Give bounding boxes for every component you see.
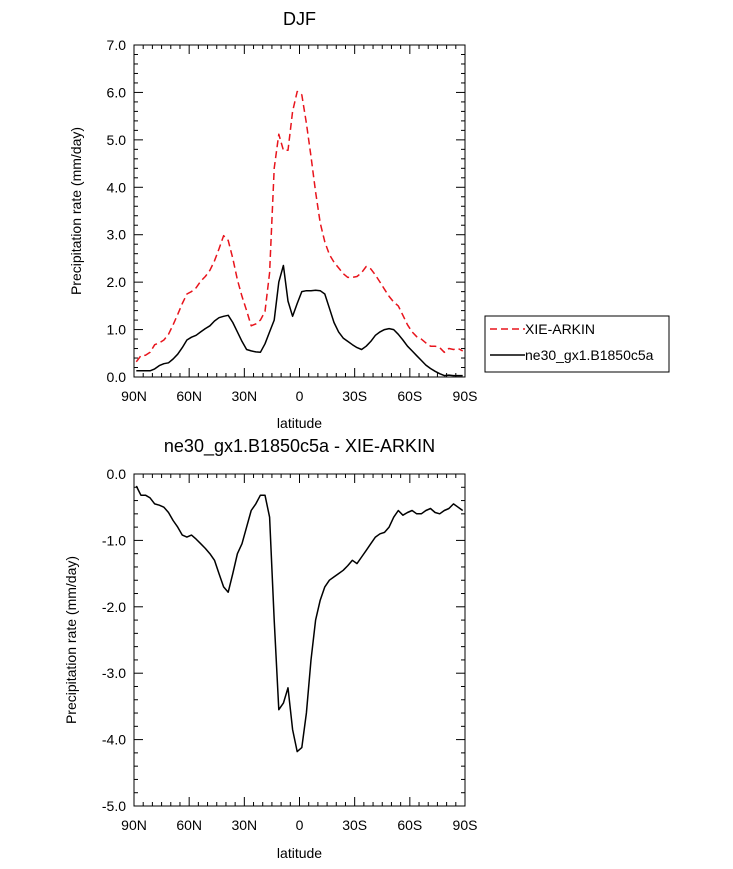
plot-frame [133, 473, 466, 807]
chart-title: DJF [283, 9, 316, 29]
y-axis-label: Precipitation rate (mm/day) [68, 127, 84, 295]
y-axis-label: Precipitation rate (mm/day) [63, 556, 79, 724]
y-tick-label: 4.0 [107, 179, 127, 195]
y-tick-label: 5.0 [107, 132, 127, 148]
x-tick-label: 60N [176, 388, 202, 404]
series-line-xie-arkin [135, 90, 464, 363]
x-tick-label: 90S [453, 388, 478, 404]
y-tick-label: 3.0 [107, 227, 127, 243]
y-tick-label: 0.0 [107, 369, 127, 385]
x-tick-label: 30S [342, 388, 367, 404]
legend-label: ne30_gx1.B1850c5a [525, 347, 654, 363]
y-tick-label: 0.0 [107, 466, 127, 482]
series-line-ne30-gx1-b1850c5a [136, 264, 463, 377]
x-tick-label: 60S [397, 388, 422, 404]
x-axis-label: latitude [277, 415, 322, 431]
x-tick-label: 0 [296, 817, 304, 833]
x-axis-label: latitude [277, 845, 322, 861]
y-tick-label: 1.0 [107, 322, 127, 338]
series-line-ne30-gx1-b1850c5a-xie-arkin [135, 485, 464, 753]
y-tick-label: 2.0 [107, 274, 127, 290]
x-tick-label: 90N [121, 388, 147, 404]
y-tick-label: -2.0 [102, 599, 126, 615]
chart-title: ne30_gx1.B1850c5a - XIE-ARKIN [164, 436, 435, 457]
x-tick-label: 30N [231, 817, 257, 833]
legend-label: XIE-ARKIN [525, 321, 595, 337]
x-tick-label: 90S [453, 817, 478, 833]
y-tick-label: -3.0 [102, 665, 126, 681]
legend-box [484, 315, 670, 373]
x-tick-label: 60S [397, 817, 422, 833]
y-tick-label: -1.0 [102, 532, 126, 548]
y-tick-label: -4.0 [102, 732, 126, 748]
x-tick-label: 90N [121, 817, 147, 833]
x-tick-label: 30N [231, 388, 257, 404]
y-tick-label: 7.0 [107, 37, 127, 53]
plot-frame [133, 44, 466, 378]
y-tick-label: -5.0 [102, 798, 126, 814]
x-tick-label: 60N [176, 817, 202, 833]
x-tick-label: 0 [296, 388, 304, 404]
y-tick-label: 6.0 [107, 84, 127, 100]
x-tick-label: 30S [342, 817, 367, 833]
